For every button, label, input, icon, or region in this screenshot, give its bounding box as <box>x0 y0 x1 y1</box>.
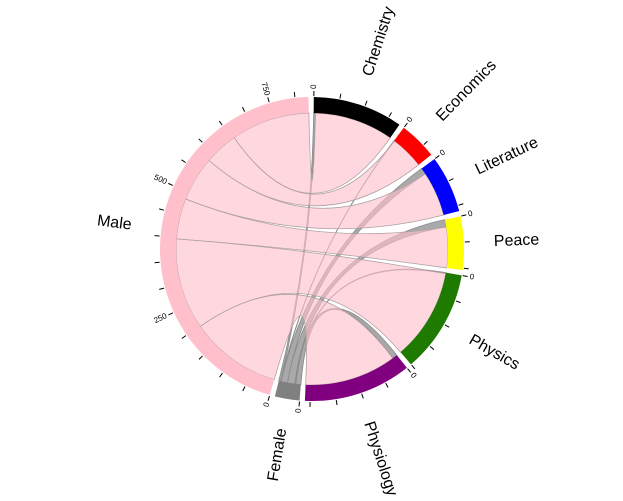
arc-female[interactable] <box>274 380 301 401</box>
tick-mark <box>168 182 174 186</box>
tick-mark <box>423 140 428 145</box>
tick-label: 0 <box>262 401 272 408</box>
tick-mark <box>293 91 296 98</box>
label-literature: Literature <box>473 134 541 178</box>
arc-economics[interactable] <box>394 127 432 165</box>
tick-label: 750 <box>259 81 272 97</box>
tick-mark <box>411 364 416 370</box>
group-arcs <box>160 97 465 401</box>
arc-chemistry[interactable] <box>313 97 400 138</box>
tick-mark <box>458 203 464 206</box>
tick-mark <box>181 159 187 164</box>
arc-physics[interactable] <box>400 272 462 365</box>
tick-mark <box>335 399 338 406</box>
arc-physiology[interactable] <box>304 355 407 401</box>
label-chemistry: Chemistry <box>360 5 398 79</box>
tick-mark <box>444 324 450 328</box>
tick-mark <box>159 208 165 211</box>
tick-mark <box>388 112 392 118</box>
tick-label: 250 <box>152 311 168 325</box>
tick-mark <box>168 312 174 316</box>
tick-label: 0 <box>469 272 475 282</box>
arc-literature[interactable] <box>421 159 460 216</box>
tick-mark <box>267 97 270 103</box>
tick-label: 500 <box>153 173 169 187</box>
label-male: Male <box>96 212 133 233</box>
tick-label: 0 <box>405 114 415 123</box>
tick-mark <box>385 382 389 388</box>
tick-mark <box>403 122 408 128</box>
arc-peace[interactable] <box>444 216 465 271</box>
tick-mark <box>218 120 223 126</box>
label-physiology: Physiology <box>360 419 400 498</box>
arc-male[interactable] <box>160 97 309 395</box>
tick-label: 0 <box>438 147 447 157</box>
tick-mark <box>267 395 270 401</box>
tick-label: 0 <box>467 209 474 219</box>
tick-mark <box>242 386 246 392</box>
tick-mark <box>462 275 468 277</box>
tick-mark <box>429 345 435 350</box>
tick-mark <box>198 355 203 360</box>
tick-label: 0 <box>294 408 303 414</box>
tick-mark <box>198 138 203 143</box>
tick-mark <box>364 100 368 106</box>
tick-label: 0 <box>409 371 419 381</box>
tick-mark <box>448 178 454 182</box>
tick-mark <box>159 287 165 290</box>
tick-mark <box>455 300 461 304</box>
tick-mark <box>361 393 364 399</box>
chords <box>175 112 449 386</box>
tick-mark <box>219 372 223 378</box>
tick-mark <box>181 335 187 339</box>
label-physics: Physics <box>466 332 522 374</box>
tick-mark <box>407 368 412 373</box>
tick-mark <box>463 267 469 270</box>
tick-mark <box>242 106 246 112</box>
label-economics: Economics <box>433 57 500 125</box>
tick-mark <box>435 155 440 159</box>
tick-mark <box>461 214 467 217</box>
label-female: Female <box>265 427 291 483</box>
tick-label: 0 <box>309 84 318 89</box>
tick-mark <box>339 93 342 99</box>
label-peace: Peace <box>494 231 540 250</box>
